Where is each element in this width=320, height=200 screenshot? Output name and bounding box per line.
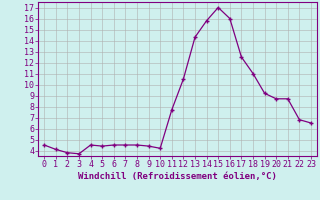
X-axis label: Windchill (Refroidissement éolien,°C): Windchill (Refroidissement éolien,°C) [78,172,277,181]
